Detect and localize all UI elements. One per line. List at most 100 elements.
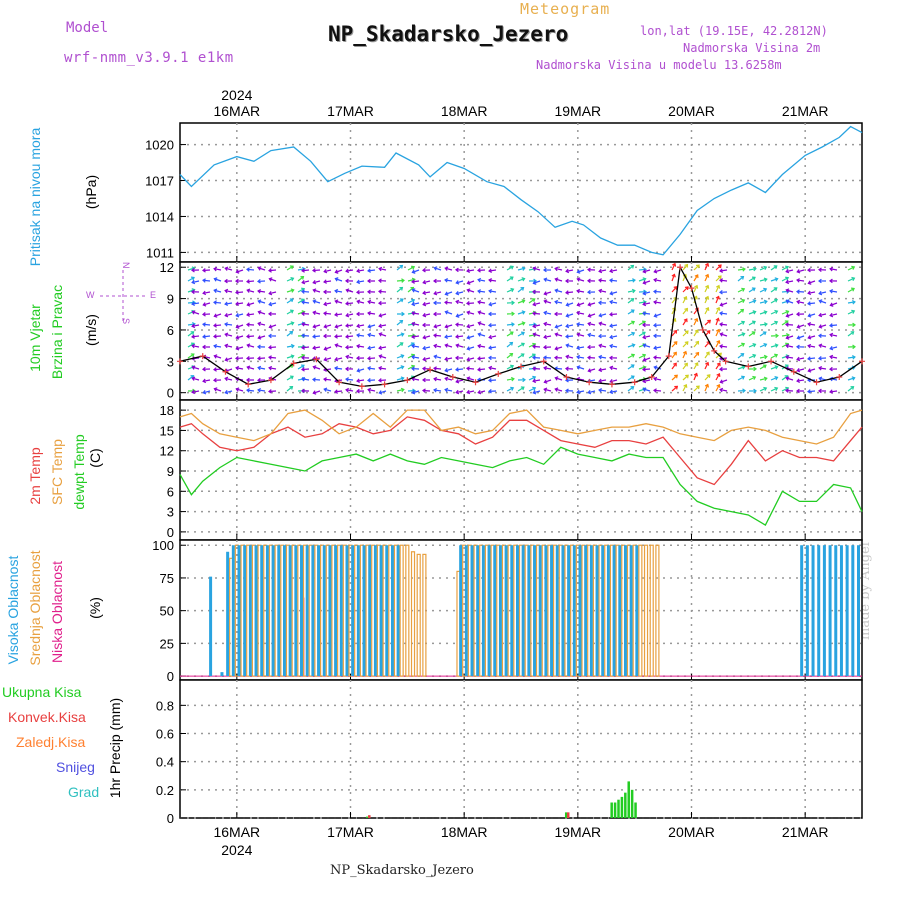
wind-barb-head — [399, 319, 404, 324]
wind-barb-head — [334, 299, 339, 304]
wind-barb-head — [356, 368, 361, 373]
wind-barb — [566, 269, 574, 272]
wind-barb-head — [444, 300, 448, 305]
wind-barb-head — [257, 289, 261, 294]
wind-barb — [517, 287, 524, 293]
wind-barb-head — [774, 376, 779, 381]
wind-barb — [627, 309, 635, 315]
total-precip-bar — [613, 802, 617, 818]
wind-barb-head — [433, 291, 438, 296]
wind-barb-head — [444, 266, 449, 271]
wind-barb — [770, 354, 778, 359]
wind-barb-head — [257, 266, 262, 271]
wind-barb — [643, 291, 651, 295]
high-cloud-bar — [834, 545, 838, 677]
wind-barb — [324, 346, 332, 350]
wind-barb — [445, 267, 453, 271]
high-cloud-bar — [567, 545, 571, 677]
wind-barb-head — [356, 333, 360, 338]
wind-barb — [297, 354, 305, 359]
wind-barb-head — [356, 268, 361, 274]
wind-barb-head — [191, 301, 196, 307]
wind-barb-head — [312, 310, 317, 315]
wind-barb-head — [378, 378, 382, 383]
wind-barb-head — [345, 301, 349, 306]
wind-dir-s: S — [121, 318, 131, 324]
wind-barb — [445, 368, 453, 372]
wind-barb-head — [653, 269, 658, 274]
wind-barb-head — [356, 299, 361, 304]
wind-barb-head — [400, 354, 405, 359]
wind-barb — [847, 277, 855, 282]
wind-barb-head — [268, 345, 272, 350]
wind-barb — [847, 386, 854, 392]
wind-barb — [445, 311, 453, 315]
wind-barb — [368, 389, 376, 392]
wind-barb-head — [752, 343, 757, 348]
wind-barb-head — [466, 376, 471, 381]
wind-barb — [797, 368, 805, 372]
total-precip-bar — [627, 781, 630, 818]
wind-barb-head — [400, 365, 405, 370]
wind-barb-head — [246, 355, 250, 361]
wind-barb — [566, 313, 574, 317]
wind-barb — [847, 301, 856, 304]
total-precip-bar — [617, 799, 620, 818]
wind-barb-head — [716, 284, 721, 289]
wind-barb — [213, 335, 222, 338]
wind-barb-head — [367, 268, 371, 273]
wind-barb-head — [587, 368, 592, 373]
wind-barb-head — [564, 278, 569, 284]
wind-barb-head — [587, 313, 592, 318]
wind-speed-marker — [177, 358, 183, 365]
wind-barb — [693, 341, 699, 348]
wind-barb — [246, 335, 255, 338]
wind-barb — [588, 313, 596, 317]
wind-barb-head — [609, 278, 613, 283]
wind-barb-head — [312, 299, 317, 304]
wind-barb — [258, 267, 266, 271]
wind-barb-head — [741, 342, 746, 347]
wind-barb-head — [400, 376, 405, 381]
wind-barb — [236, 313, 244, 317]
wind-barb-head — [609, 365, 614, 371]
wind-barb-head — [532, 355, 536, 360]
wind-barb-head — [246, 302, 251, 307]
wind-barb — [434, 345, 442, 348]
wind-barb-head — [334, 324, 339, 329]
wind-barb — [312, 335, 321, 338]
high-cloud-bar — [311, 545, 315, 677]
wind-barb-head — [682, 350, 688, 355]
wind-barb-head — [235, 356, 239, 361]
wind-barb — [807, 323, 816, 326]
wind-barb-head — [705, 284, 710, 289]
wind-barb-head — [224, 288, 229, 294]
wind-barb-head — [334, 389, 338, 394]
wind-barb-head — [433, 324, 438, 329]
wind-barb-head — [345, 354, 350, 360]
wind-barb — [715, 264, 722, 271]
wind-barb — [313, 346, 321, 349]
wind-barb — [456, 344, 464, 348]
wind-barb-head — [454, 355, 459, 361]
wind-barb-head — [422, 290, 427, 296]
wind-barb-head — [807, 313, 812, 318]
wind-barb-head — [234, 278, 239, 284]
wind-barb — [379, 355, 387, 359]
wind-barb-head — [642, 277, 647, 282]
wind-barb — [555, 301, 563, 304]
wind-barb-head — [312, 345, 317, 351]
wind-barb-head — [576, 354, 581, 360]
wind-barb-head — [477, 289, 481, 294]
ytick-label-pressure: 1020 — [145, 138, 174, 153]
wind-barb-head — [224, 332, 229, 337]
wind-barb-head — [488, 302, 493, 307]
wind-barb-head — [301, 268, 305, 273]
wind-barb-head — [246, 343, 251, 348]
high-cloud-bar — [260, 545, 264, 677]
wind-barb — [467, 377, 475, 381]
wind-barb — [715, 362, 721, 370]
wind-barb — [693, 285, 698, 293]
wind-barb — [202, 323, 211, 326]
wind-ylabel-1: 10m Vjetar — [27, 304, 43, 372]
